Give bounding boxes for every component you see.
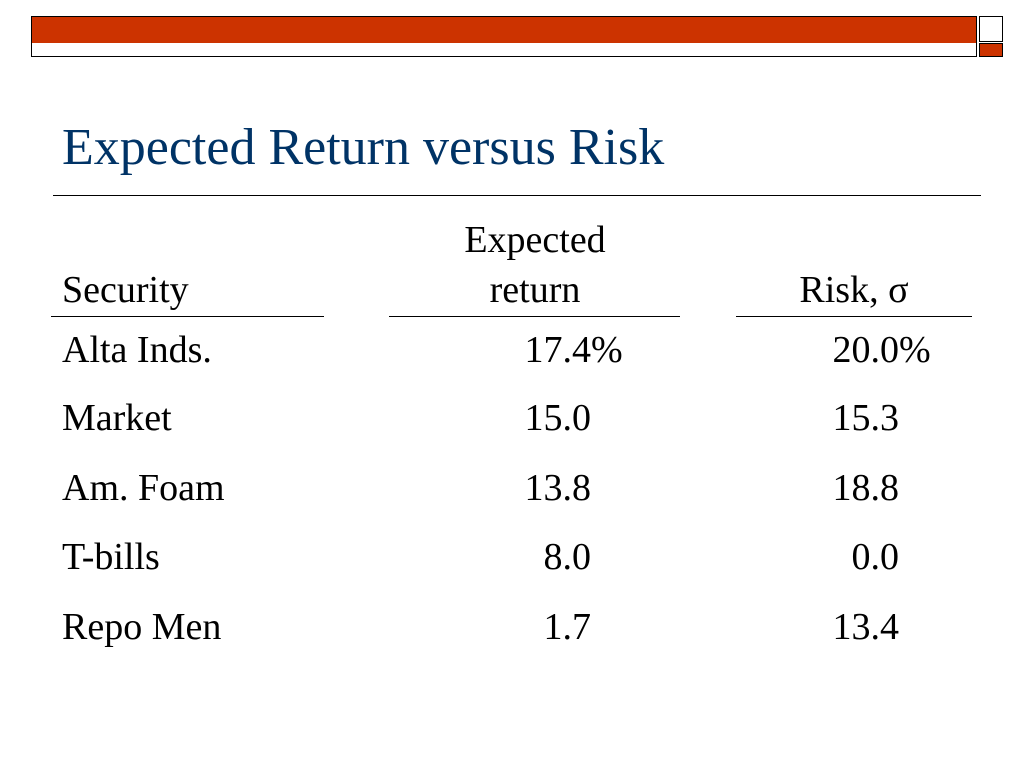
table-row-risk: 0.0 <box>851 536 900 578</box>
corner-box-red <box>979 43 1003 57</box>
header-rule-expected <box>389 316 680 317</box>
header-expected-line1: Expected <box>464 219 606 261</box>
table-row-security: Am. Foam <box>62 467 225 509</box>
table-row-expected-return: 1.7 <box>543 606 592 648</box>
table-row-risk: 13.4 <box>832 606 900 648</box>
table-row-risk: 18.8 <box>832 467 900 509</box>
title-divider <box>53 195 981 196</box>
table-row-risk: 15.3 <box>832 397 900 439</box>
table-row-security: T-bills <box>62 536 160 578</box>
table-row-security: Alta Inds. <box>62 329 212 371</box>
header-risk: Risk, σ <box>799 269 909 311</box>
table-row-risk: 20.0% <box>832 329 931 371</box>
corner-box-white <box>979 16 1003 42</box>
header-security: Security <box>62 269 189 311</box>
top-bar-red-fill <box>32 17 976 43</box>
table-row-expected-return: 17.4% <box>524 329 623 371</box>
top-decorative-bar <box>31 16 977 57</box>
header-rule-security <box>51 316 324 317</box>
slide-title: Expected Return versus Risk <box>62 119 665 176</box>
header-rule-risk <box>736 316 972 317</box>
header-expected-line2: return <box>489 269 581 311</box>
table-row-expected-return: 13.8 <box>524 467 592 509</box>
table-row-security: Repo Men <box>62 606 222 648</box>
table-row-expected-return: 15.0 <box>524 397 592 439</box>
table-row-expected-return: 8.0 <box>543 536 592 578</box>
table-row-security: Market <box>62 397 172 439</box>
